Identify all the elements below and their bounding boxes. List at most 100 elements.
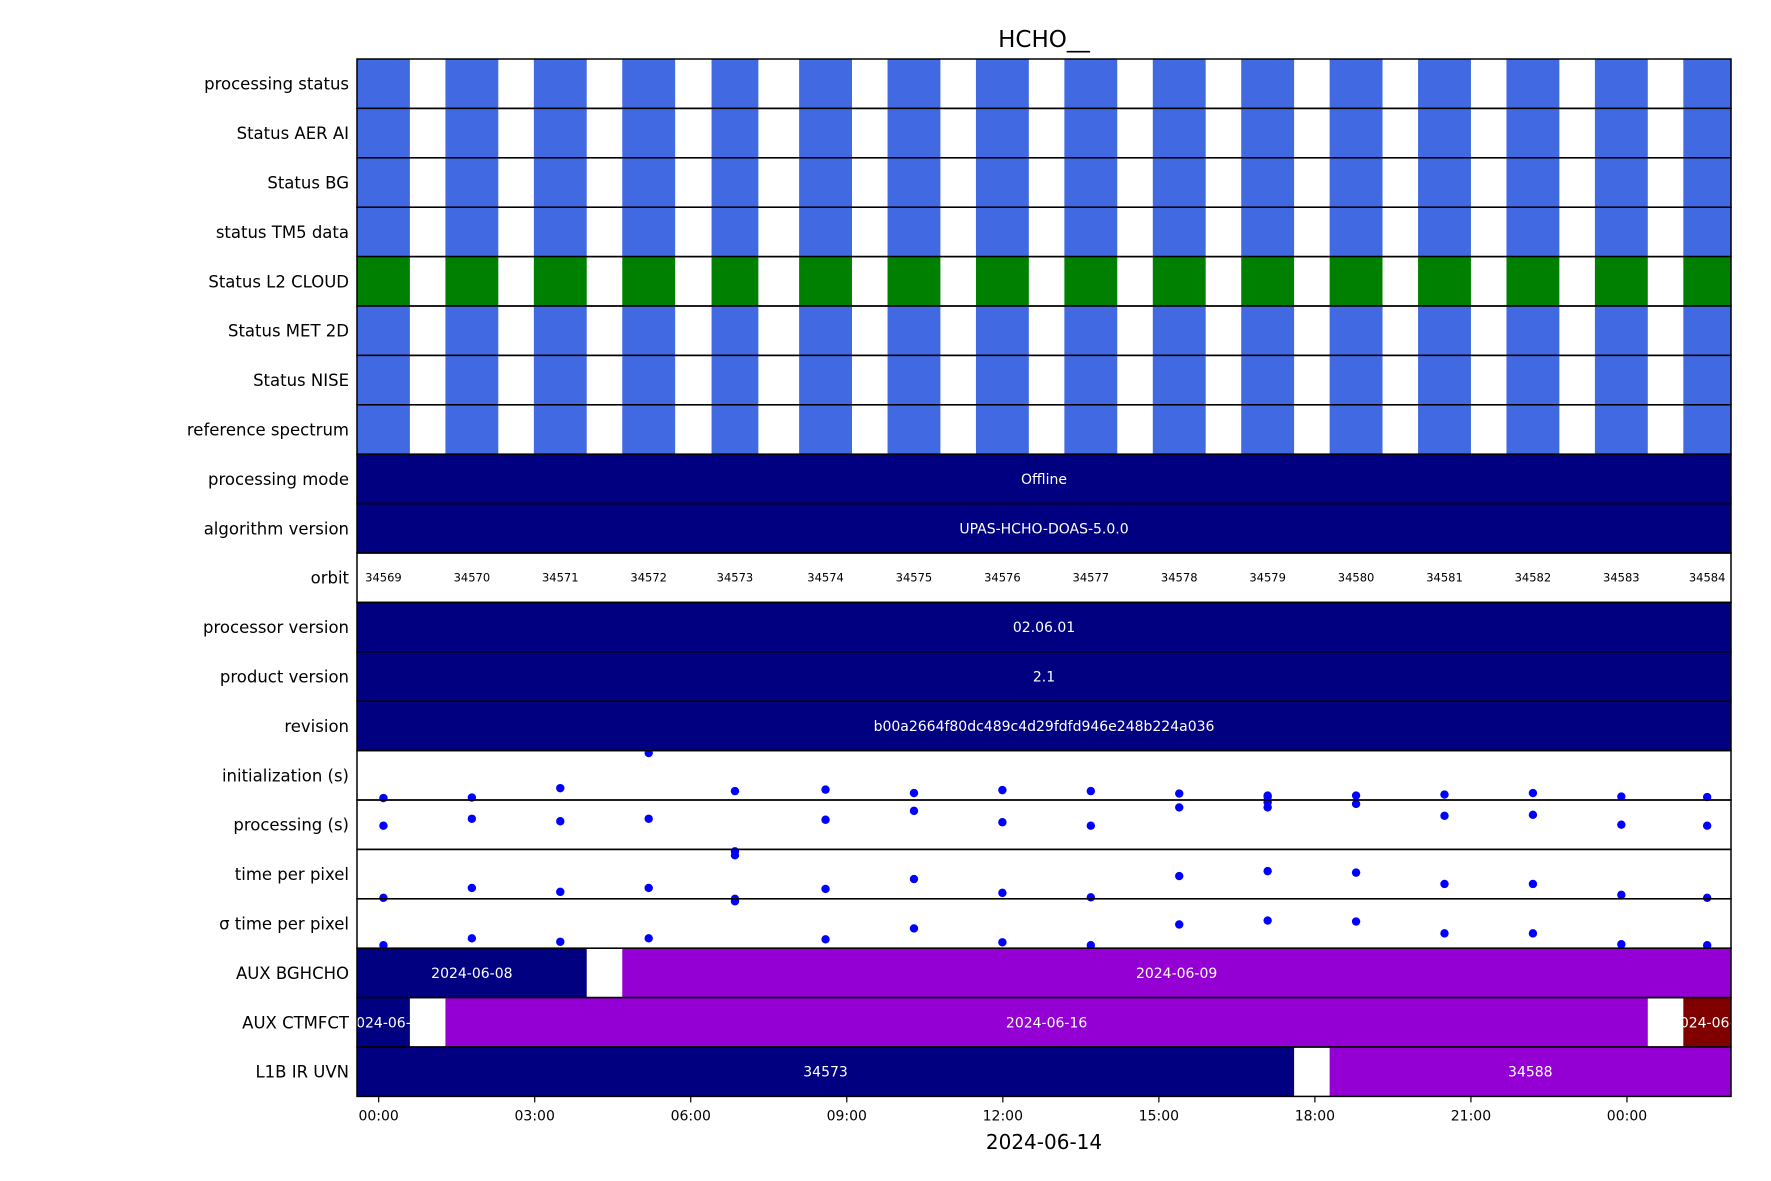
status-bar-34577 [1064,355,1118,405]
status-bar-34572 [622,306,676,356]
data-point [1351,868,1361,877]
status-bar-34577 [1064,108,1118,158]
status-bar-34580 [1329,157,1383,208]
row-frame [356,799,1732,851]
status-bar-34576 [975,404,1029,455]
status-bar-34573 [711,108,759,158]
status-bar-34584 [1683,59,1731,109]
status-bar-34575 [887,306,941,356]
status-bar-34575 [887,207,941,257]
data-point [1617,890,1626,900]
status-bar-34584 [1683,355,1731,405]
row-label: AUX CTMFCT [242,1013,350,1032]
data-point [909,806,919,816]
data-point [1702,893,1712,903]
data-point [467,934,477,943]
status-bar-34569 [357,256,410,306]
row-label: product version [220,668,349,687]
status-bar-34581 [1418,207,1471,257]
data-point [1175,871,1184,881]
x-tick-label: 12:00 [983,1108,1023,1124]
data-point [1086,893,1096,902]
data-point [998,938,1007,947]
segment-label: 34588 [1508,1065,1553,1081]
row-label: Status MET 2D [228,322,349,341]
status-bar-34575 [887,59,941,109]
data-point [1263,916,1272,925]
status-bar-34579 [1241,59,1295,109]
status-bar-34575 [887,404,941,455]
status-bar-34573 [711,256,759,306]
row-label: algorithm version [204,519,349,538]
data-point [730,851,740,860]
row-status-aer-ai: Status AER AI [237,107,1732,159]
status-bar-34576 [975,355,1029,405]
row-label: AUX BGHCHO [236,964,349,983]
status-bar-34579 [1241,404,1295,455]
row-frame [356,749,1732,801]
status-bar-34578 [1152,207,1206,257]
x-tick-label: 21:00 [1451,1108,1491,1124]
status-bar-34581 [1418,404,1471,455]
status-bar-34581 [1418,157,1471,208]
x-tick-label: 18:00 [1295,1108,1335,1124]
status-bar-34582 [1506,404,1560,455]
segment-label: 02.06.01 [1013,620,1075,636]
status-bar-34582 [1506,157,1560,208]
orbit-label: 34581 [1426,571,1463,585]
status-bar-34584 [1683,404,1731,455]
row-l1b-ir-uvn: L1B IR UVN 34573 34588 [255,1046,1732,1098]
status-bar-34574 [799,256,852,306]
data-point [1263,866,1272,876]
row-status-tm5-data: status TM5 data [216,206,1732,258]
row-label: processing status [204,75,349,94]
orbit-label: 34584 [1689,571,1726,585]
data-point [998,818,1007,827]
data-point [998,785,1007,795]
status-bar-34574 [799,207,852,257]
row-orbit: orbit 34569 34570 34571 34572 34573 34574 34575… [311,552,1732,604]
row-label: reference spectrum [187,421,349,440]
orbit-label: 34569 [365,571,402,585]
status-bar-34571 [533,59,587,109]
status-bar-34575 [887,108,941,158]
status-bar-34580 [1329,108,1383,158]
status-bar-34579 [1241,306,1295,356]
row-label: L1B IR UVN [255,1063,349,1082]
data-point [1440,929,1449,938]
row-processing-s: processing (s) [233,798,1732,851]
status-bar-34574 [799,59,852,109]
segment-bar [357,997,410,1047]
status-bar-34581 [1418,59,1471,109]
orbit-label: 34573 [717,571,754,585]
status-bar-34574 [799,404,852,455]
status-bar-34584 [1683,108,1731,158]
status-bar-34575 [887,256,941,306]
status-bar-34573 [711,404,759,455]
row-product-version: product version 2.1 [220,651,1732,702]
row-label: σ time per pixel [219,915,349,934]
status-bar-34581 [1418,256,1471,306]
segment-label: UPAS-HCHO-DOAS-5.0.0 [959,521,1128,537]
status-bar-34577 [1064,404,1118,455]
row-label: Status L2 CLOUD [208,272,349,291]
status-bar-34572 [622,157,676,208]
status-bar-34578 [1152,306,1206,356]
status-bar-34573 [711,59,759,109]
x-tick-label: 06:00 [671,1108,711,1124]
status-bar-34569 [357,306,410,356]
orbit-label: 34577 [1073,571,1110,585]
status-bar-34572 [622,355,676,405]
status-bar-34572 [622,256,676,306]
status-bar-34579 [1241,355,1295,405]
status-bar-34570 [445,306,499,356]
status-bar-34572 [622,108,676,158]
row-time-per-pixel: time per pixel [235,847,1732,903]
data-point [1440,790,1449,799]
status-bar-34573 [711,306,759,356]
status-bar-34576 [975,306,1029,356]
status-bar-34576 [975,256,1029,306]
orbit-label: 34579 [1249,571,1286,585]
status-bar-34581 [1418,108,1471,158]
